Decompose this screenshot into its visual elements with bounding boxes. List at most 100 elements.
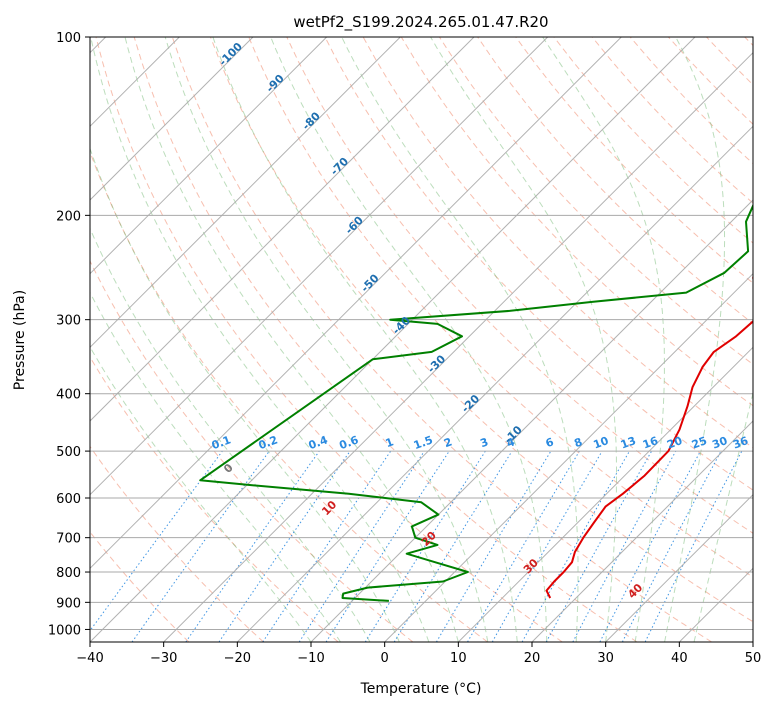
isotherm-line [236,125,753,642]
y-tick-label: 1000 [48,623,81,638]
mixing-ratio-line [521,450,630,642]
y-tick-label: 400 [56,388,81,403]
y-tick-label: 200 [56,209,81,224]
isotherm-line [605,493,753,642]
temperature-profile-line [545,273,753,599]
y-axis-title: Pressure (hPa) [12,290,28,390]
moist-adiabat-line [90,227,371,642]
moist-adiabat-line [664,37,726,642]
moist-adiabat-line [270,37,548,642]
mixing-ratio-line [218,450,351,642]
x-tick-label: 50 [745,651,762,666]
grid-lines [90,37,753,642]
x-tick-label: −30 [150,651,177,666]
x-tick-label: 10 [450,651,467,666]
background-lines [90,37,753,642]
y-axis: 100 200 300 400 500 600 700 800 900 1000 [48,31,90,638]
moist-adiabat-line [124,37,459,642]
isotherm-line [310,199,753,642]
mixing-ratio-label: 2 [442,435,454,450]
mixing-ratio-line [131,450,270,642]
line-labels: 0.1 0.2 0.4 0.6 1 1.5 2 3 4 6 8 10 13 16 20 25 30 36-100-… [210,40,750,601]
mixing-ratio-label: 0.6 [338,433,361,452]
y-tick-label: 800 [56,566,81,581]
mixing-ratio-label: 36 [731,434,750,452]
x-tick-label: −20 [224,651,251,666]
dry-adiabat-line [90,259,414,642]
moist-adiabat-line [164,37,489,642]
y-tick-label: 100 [56,31,81,46]
mixing-ratio-line [185,450,320,642]
dry-adiabat-line [248,37,753,578]
mixing-ratio-line [393,450,513,642]
mixing-ratio-label: 1.5 [412,433,435,452]
dry-adiabat-line [286,37,753,534]
moist-adiabat-line [430,37,617,642]
mixing-ratio-line [572,450,677,642]
moist-adiabat-line [90,37,430,642]
y-tick-label: 600 [56,492,81,507]
moist-adiabat-line [212,37,518,642]
y-tick-label: 700 [56,532,81,547]
moist-adiabat-line [542,37,665,642]
mixing-ratio-line [298,450,425,642]
isotherm-line [90,37,401,349]
mixing-ratio-label: 0.2 [257,433,280,452]
mixing-ratio-label: 0.1 [210,433,233,452]
x-tick-label: 30 [597,651,614,666]
mixing-ratio-label: 10 [592,434,611,452]
x-axis: −40 −30 −20 −10 0 10 20 30 40 50 [76,642,761,666]
dry-adiabat-line [210,37,753,623]
isotherm-line [90,37,475,422]
mixing-ratio-label: 6 [544,435,556,450]
mixing-ratio-label: 1 [384,435,396,450]
isotherm-line [90,37,622,570]
plot-background [90,37,753,642]
plot-frame [89,36,754,643]
series-lines [199,203,753,602]
moist-adiabat-line [341,37,579,642]
x-tick-label: −10 [297,651,324,666]
isotherm-line [384,272,753,642]
isotherm-line [457,346,753,642]
x-tick-label: 20 [524,651,541,666]
dry-adiabat-line [95,37,563,642]
mixing-ratio-label: 4 [505,435,517,450]
x-tick-label: 0 [381,651,389,666]
isotherm-line [90,37,328,275]
mixing-ratio-label: 25 [690,434,709,451]
x-tick-label: −40 [76,651,103,666]
mixing-ratio-label: 3 [478,435,490,450]
y-tick-label: 900 [56,596,81,611]
dewpoint-profile-line [199,203,753,602]
dry-adiabat-line [515,37,753,284]
mixing-ratio-label: 20 [665,434,684,452]
x-tick-label: 40 [671,651,688,666]
mixing-ratio-line [545,450,653,642]
x-axis-title: Temperature (°C) [360,681,482,697]
mixing-ratio-line [325,450,450,642]
isotherm-line [163,51,753,642]
dry-adiabat-line [133,37,638,642]
mixing-ratio-line [90,450,223,632]
isotherm-line [90,37,254,201]
mixing-ratio-line [644,450,743,642]
isotherm-line [531,420,753,642]
mixing-ratio-label: 30 [710,434,729,452]
y-tick-label: 300 [56,314,81,329]
dry-adiabat-line [90,445,264,642]
chart-title: wetPf2_S199.2024.265.01.47.R20 [293,13,548,32]
y-tick-label: 500 [56,445,81,460]
mixing-ratio-label: 0.4 [307,433,330,452]
dry-adiabat-line [324,37,753,491]
dry-adiabat-line [90,356,339,642]
moist-adiabat-line [693,390,753,642]
mixing-ratio-label: 8 [572,435,584,450]
mixing-ratio-label: 16 [641,434,660,452]
mixing-ratio-label: 13 [619,434,638,451]
moist-adiabat-line [90,291,341,642]
dry-adiabat-line [171,37,712,642]
isotherm-line [90,37,696,642]
isotherm-line [90,37,549,496]
